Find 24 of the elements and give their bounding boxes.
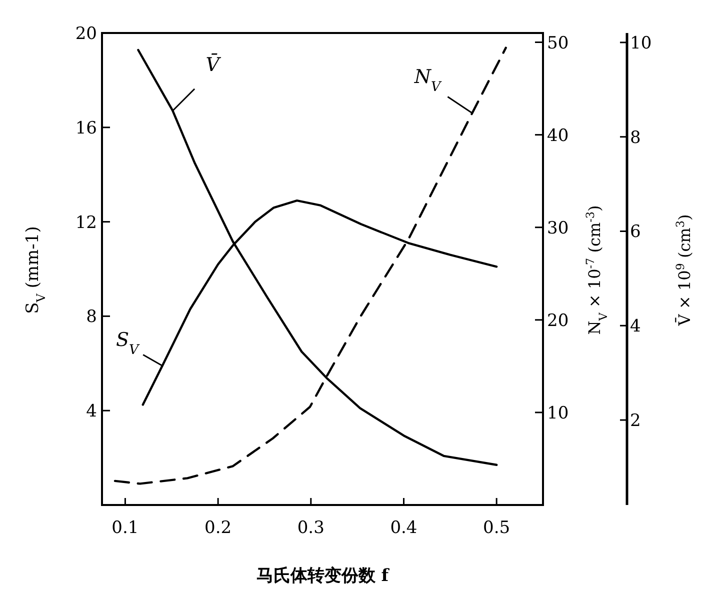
y2-tick-label: 30 (547, 218, 569, 238)
x-tick-label: 0.3 (297, 518, 324, 538)
y2-tick-label: 20 (547, 310, 569, 331)
y3-tick-label: 4 (630, 316, 641, 337)
y2-tick-label: 10 (547, 403, 569, 424)
annotation: S$_{V}$ (116, 328, 140, 358)
y-tick-label: 12 (75, 212, 97, 233)
annotation: N$_{V}$ (413, 66, 442, 95)
y-tick-label: 4 (86, 402, 97, 422)
x-axis-title: 马氏体转变份数 f (256, 566, 390, 586)
x-tick-label: 0.4 (390, 518, 418, 538)
x-tick-label: 0.5 (483, 518, 510, 538)
y-tick-label: 20 (75, 24, 97, 44)
x-tick-label: 0.2 (204, 518, 232, 538)
annotation: V̄ (206, 52, 222, 76)
y3-tick-label: 8 (630, 128, 641, 148)
y3-tick-label: 6 (630, 222, 641, 242)
y3-tick-label: 2 (630, 411, 641, 432)
y-tick-label: 16 (75, 118, 97, 138)
y3-tick-label: 10 (630, 33, 652, 54)
y-tick-label: 8 (86, 307, 97, 328)
y2-tick-label: 40 (547, 126, 569, 146)
y2-tick-label: 50 (547, 33, 569, 54)
x-tick-label: 0.1 (112, 518, 139, 538)
